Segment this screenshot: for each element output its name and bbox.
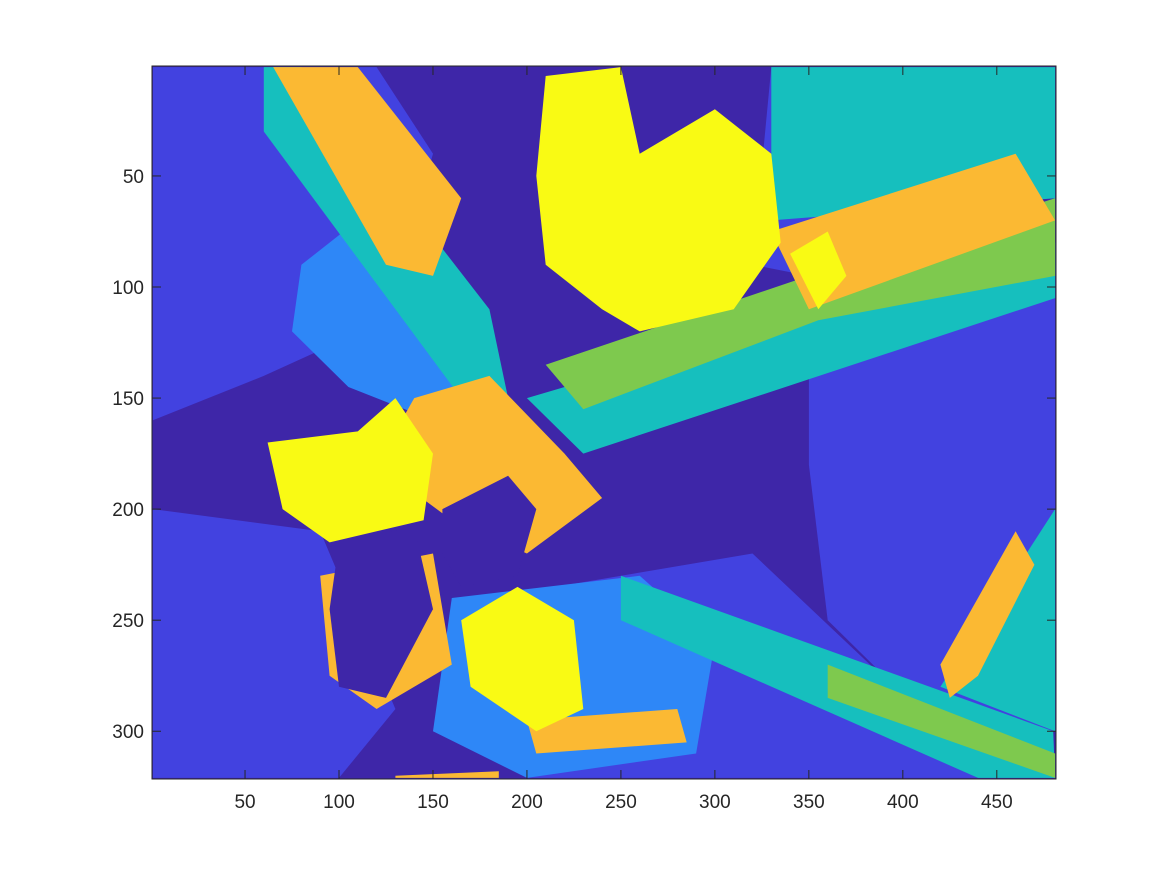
x-tick-label: 100 [323,792,355,813]
x-tick-label: 150 [417,792,449,813]
x-tick-label: 450 [981,792,1013,813]
y-tick-label: 100 [112,278,144,299]
y-tick-label: 50 [123,167,144,188]
y-tick-label: 250 [112,611,144,632]
x-tick-label: 50 [234,792,255,813]
x-tick-label: 350 [793,792,825,813]
y-tick-label: 150 [112,389,144,410]
x-tick-label: 400 [887,792,919,813]
y-tick-label: 300 [112,722,144,743]
plot-area [152,66,1056,779]
x-tick-label: 200 [511,792,543,813]
x-tick-label: 250 [605,792,637,813]
x-tick-label: 300 [699,792,731,813]
y-tick-label: 200 [112,500,144,521]
